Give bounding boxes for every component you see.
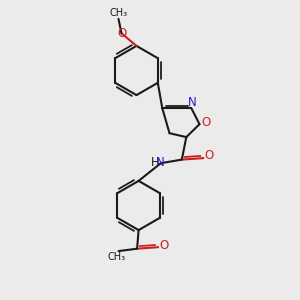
Text: N: N xyxy=(156,156,164,169)
Text: O: O xyxy=(117,27,126,40)
Text: H: H xyxy=(151,156,159,169)
Text: O: O xyxy=(201,116,210,129)
Text: N: N xyxy=(188,96,196,110)
Text: CH₃: CH₃ xyxy=(110,8,128,19)
Text: O: O xyxy=(159,239,168,252)
Text: CH₃: CH₃ xyxy=(108,251,126,262)
Text: O: O xyxy=(204,149,213,162)
